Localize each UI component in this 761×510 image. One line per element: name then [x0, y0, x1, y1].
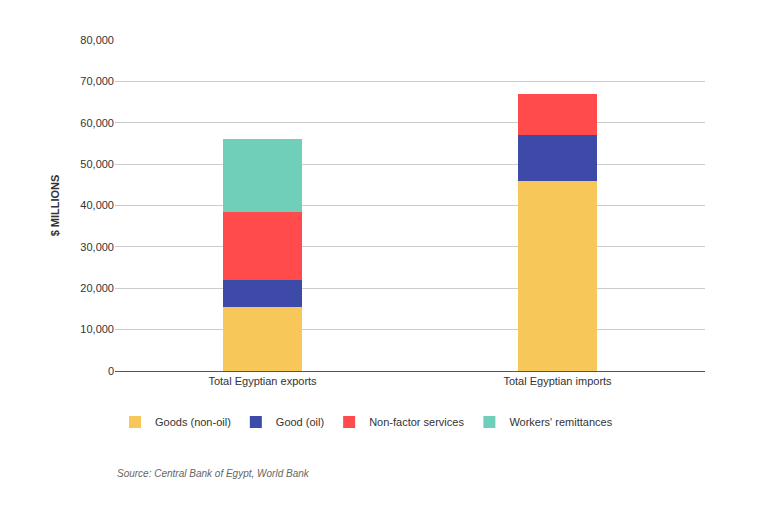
- svg-text:Source: Central Bank of Egypt,: Source: Central Bank of Egypt, World Ban…: [117, 468, 310, 479]
- svg-text:20,000: 20,000: [80, 282, 114, 294]
- svg-text:50,000: 50,000: [80, 158, 114, 170]
- svg-text:70,000: 70,000: [80, 75, 114, 87]
- svg-text:Workers' remittances: Workers' remittances: [509, 416, 612, 428]
- svg-text:Good (oil): Good (oil): [276, 416, 324, 428]
- svg-text:0: 0: [108, 365, 114, 377]
- svg-text:80,000: 80,000: [80, 34, 114, 46]
- svg-text:Total Egyptian imports: Total Egyptian imports: [503, 375, 612, 387]
- svg-text:60,000: 60,000: [80, 117, 114, 129]
- svg-text:10,000: 10,000: [80, 323, 114, 335]
- svg-text:$ MILLIONS: $ MILLIONS: [49, 175, 61, 237]
- svg-text:Non-factor services: Non-factor services: [369, 416, 464, 428]
- svg-text:Total Egyptian exports: Total Egyptian exports: [208, 375, 317, 387]
- svg-text:Goods (non-oil): Goods (non-oil): [155, 416, 231, 428]
- svg-text:30,000: 30,000: [80, 241, 114, 253]
- svg-text:40,000: 40,000: [80, 199, 114, 211]
